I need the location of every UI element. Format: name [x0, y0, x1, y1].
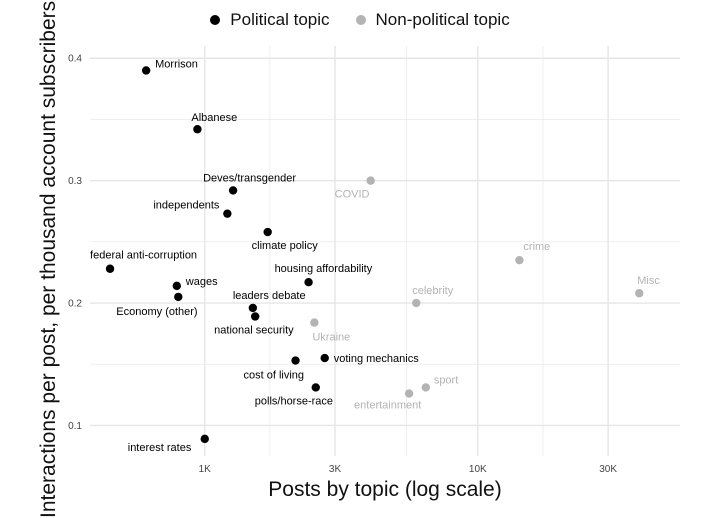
x-tick-label: 30K: [599, 464, 617, 475]
data-point: [223, 209, 232, 218]
data-point: [228, 186, 238, 195]
legend-marker-political: [210, 15, 221, 25]
x-tick-label: 10K: [469, 464, 487, 475]
y-tick-label: 0.3: [68, 176, 82, 187]
data-point: [635, 289, 644, 298]
data-label: national security: [214, 324, 294, 336]
data-point: [105, 264, 115, 273]
x-axis-title: Posts by topic (log scale): [268, 478, 502, 501]
data-point: [515, 255, 524, 265]
legend-item-political: Political topic: [210, 10, 330, 30]
data-label: sport: [434, 374, 458, 386]
data-label: Ukraine: [312, 332, 350, 344]
data-label: celebrity: [412, 285, 453, 297]
data-point: [174, 292, 183, 302]
legend-label-nonpolitical: Non-political topic: [375, 10, 510, 29]
data-point: [250, 312, 260, 321]
data-point: [172, 281, 181, 291]
x-tick-label: 3K: [329, 464, 342, 475]
y-tick-label: 0.1: [68, 421, 82, 432]
data-label: Albanese: [191, 112, 237, 124]
data-label: Economy (other): [116, 306, 197, 318]
data-label: COVID: [335, 189, 370, 201]
data-label: climate policy: [252, 240, 319, 252]
data-point: [291, 356, 300, 365]
data-label: Misc: [637, 275, 660, 287]
y-tick-label: 0.4: [68, 54, 82, 65]
data-label: independents: [153, 200, 220, 212]
data-point: [263, 227, 272, 237]
data-label: wages: [185, 276, 218, 288]
data-point: [311, 383, 320, 392]
data-label: voting mechanics: [334, 353, 419, 365]
data-point: [193, 125, 202, 134]
data-label: Morrison: [155, 58, 198, 70]
y-tick-label: 0.2: [68, 299, 82, 310]
legend-label-political: Political topic: [230, 10, 330, 29]
data-point: [404, 389, 414, 398]
data-point: [304, 278, 313, 287]
data-label: crime: [523, 241, 550, 253]
data-label: interest rates: [128, 442, 192, 454]
data-point: [421, 383, 431, 392]
legend-marker-nonpolitical: [355, 15, 366, 25]
data-label: housing affordability: [275, 263, 373, 275]
data-point: [248, 303, 258, 313]
data-point: [200, 434, 209, 444]
data-label: Deves/transgender: [203, 172, 296, 184]
legend: Political topic Non-political topic: [0, 10, 720, 30]
x-tick-label: 1K: [199, 464, 212, 475]
data-point: [310, 318, 319, 327]
legend-item-nonpolitical: Non-political topic: [355, 10, 510, 30]
data-point: [366, 176, 375, 185]
data-label: leaders debate: [233, 290, 306, 302]
data-label: entertainment: [354, 400, 421, 412]
data-point: [141, 66, 151, 75]
data-point: [412, 298, 421, 308]
data-label: federal anti-corruption: [90, 250, 197, 262]
data-point: [320, 353, 329, 363]
y-axis-title: Interactions per post, per thousand acco…: [37, 0, 60, 518]
data-label: polls/horse-race: [255, 395, 333, 407]
data-label: cost of living: [244, 370, 305, 382]
